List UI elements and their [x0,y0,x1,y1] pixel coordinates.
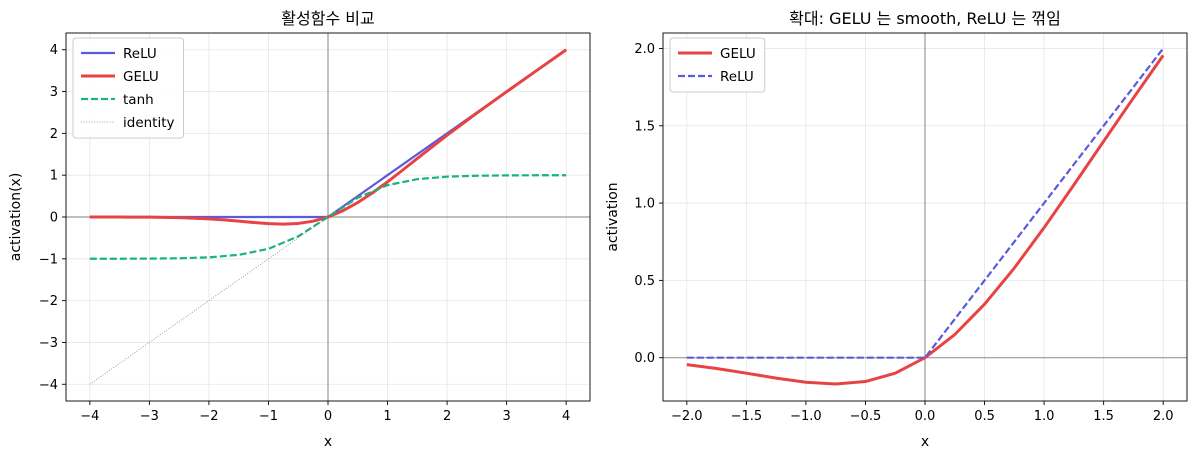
activation-comparison-chart: 활성함수 비교 −4 −3 −2 −1 0 1 2 3 4 −4 −3 −2 −1 0 1 2 3 4 x ac… [8,9,591,450]
x-tick-label: 1.0 [1034,409,1055,424]
series-line-gelu [686,54,1165,386]
legend-label-tanh: tanh [123,92,154,108]
legend: GELU ReLU [669,37,766,93]
y-axis-label: activation(x) [8,173,24,262]
x-tick-label: 0.5 [974,409,995,424]
legend-label-gelu: GELU [720,46,756,62]
legend: ReLU GELU tanh identity [72,37,185,139]
x-axis-label: x [324,434,332,450]
series-line-gelu [89,48,568,226]
x-tick-label: 2 [443,409,451,424]
chart-title: 확대: GELU 는 smooth, ReLU 는 꺾임 [789,9,1061,28]
y-tick-label: 0.0 [634,351,655,366]
x-tick-label: −2.0 [671,409,703,424]
y-tick-label: 2 [50,127,58,142]
series-line-tanh [89,174,567,260]
x-tick-label: 4 [562,409,570,424]
x-tick-label: 3 [502,409,510,424]
series-line-identity [89,216,329,385]
x-tick-label: −1 [259,409,278,424]
y-tick-label: −2 [39,294,58,309]
x-tick-label: 2.0 [1153,409,1174,424]
x-tick-label: −1.5 [731,409,763,424]
y-tick-label: 2.0 [634,42,655,57]
y-tick-label: −4 [39,378,58,393]
y-axis-ticks: −4 −3 −2 −1 0 1 2 3 4 [39,43,66,393]
x-tick-label: 1.5 [1093,409,1114,424]
y-axis-label: activation [605,182,621,251]
x-tick-label: −2 [199,409,218,424]
y-tick-label: 4 [50,43,58,58]
x-tick-label: −3 [140,409,159,424]
legend-label-identity: identity [123,115,175,131]
y-tick-label: 1.5 [634,119,655,134]
x-tick-label: 1 [383,409,391,424]
x-tick-label: 0.0 [915,409,936,424]
y-tick-label: 1.0 [634,197,655,212]
series-group [686,47,1165,386]
x-tick-label: 0 [324,409,332,424]
y-tick-label: −1 [39,252,58,267]
y-axis-ticks: 0.0 0.5 1.0 1.5 2.0 [634,42,663,366]
x-tick-label: −4 [80,409,99,424]
legend-box [72,37,185,139]
y-tick-label: 0 [50,211,58,226]
x-axis-ticks: −2.0 −1.5 −1.0 −0.5 0.0 0.5 1.0 1.5 2.0 [671,401,1174,424]
x-tick-label: −0.5 [850,409,882,424]
y-tick-label: 0.5 [634,274,655,289]
x-axis-ticks: −4 −3 −2 −1 0 1 2 3 4 [80,401,570,424]
legend-label-gelu: GELU [123,69,159,85]
legend-label-relu: ReLU [123,46,157,62]
x-tick-label: −1.0 [790,409,822,424]
chart-title: 활성함수 비교 [281,9,374,28]
y-tick-label: 1 [50,169,58,184]
y-tick-label: −3 [39,336,58,351]
legend-label-relu: ReLU [720,69,754,85]
series-group [89,48,568,385]
zoom-comparison-chart: 확대: GELU 는 smooth, ReLU 는 꺾임 −2.0 −1.5 −1.… [605,9,1188,450]
y-tick-label: 3 [50,85,58,100]
x-axis-label: x [921,434,929,450]
